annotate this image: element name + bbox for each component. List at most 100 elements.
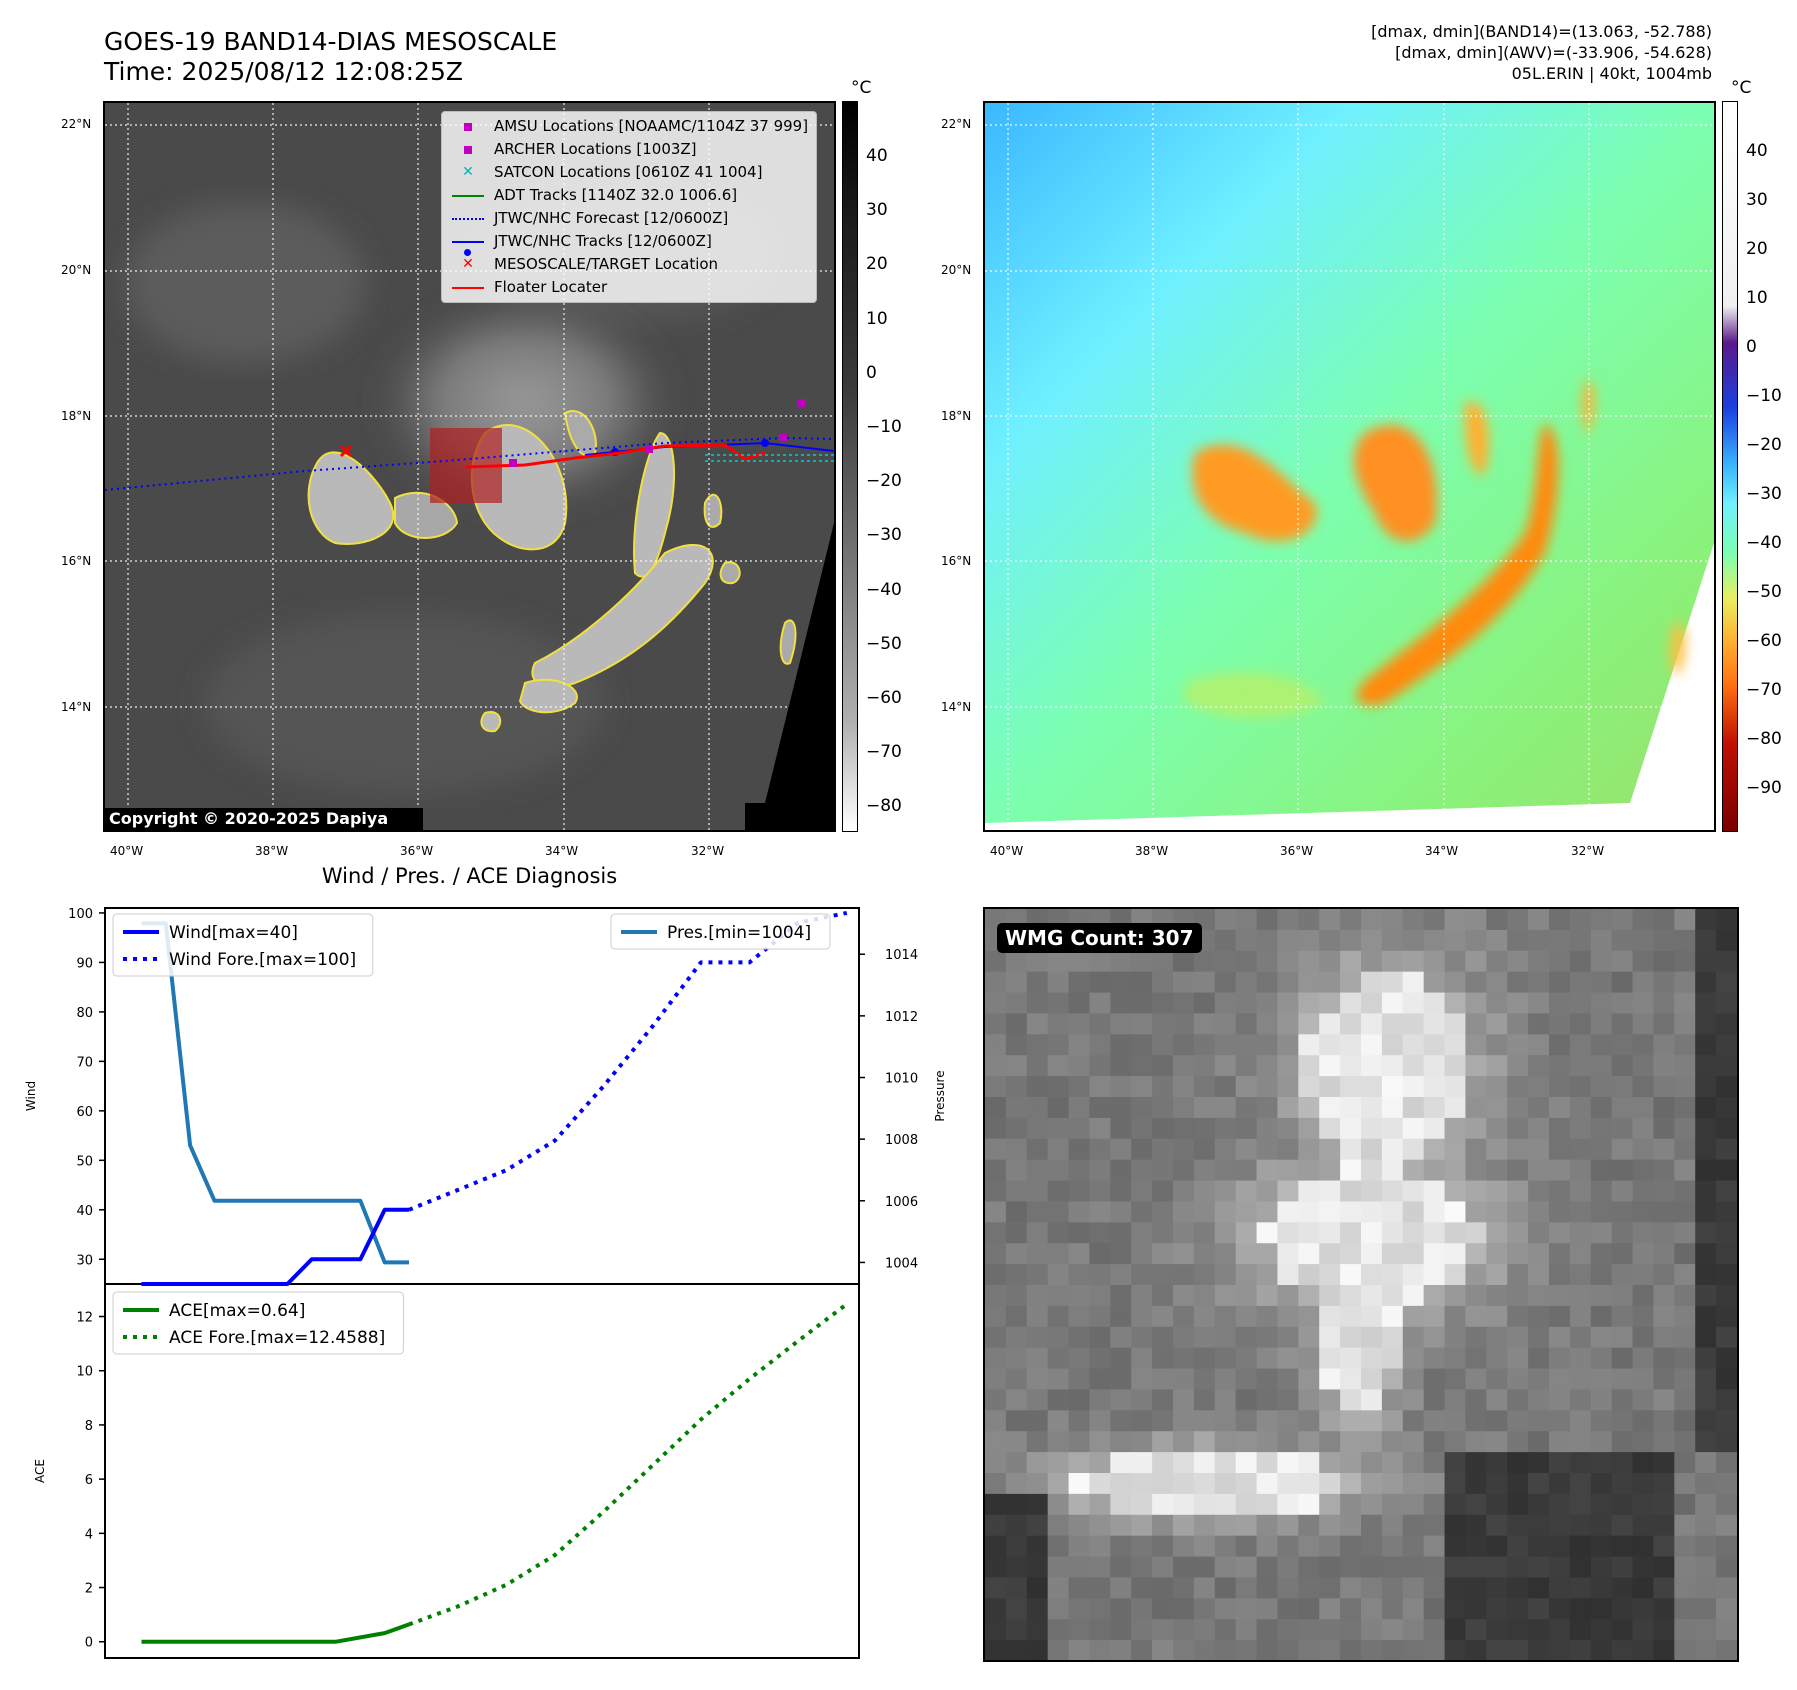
lat-tick-label: 18°N (941, 409, 972, 423)
legend-label: JTWC/NHC Tracks [12/0600Z] (494, 232, 712, 250)
pressure-tick-label: 1012 (885, 1010, 918, 1025)
square-marker-icon (450, 145, 486, 154)
colorbar-tick-label: 10 (1746, 288, 1768, 308)
ace-legend (112, 1291, 404, 1355)
colorbar-tick-label: −10 (866, 417, 902, 437)
legend-item-archer: ARCHER Locations [1003Z] (450, 138, 808, 161)
colorbar-tick-label: 20 (1746, 239, 1768, 259)
pressure-tick-label: 1014 (885, 948, 918, 963)
pressure-line (141, 921, 409, 1265)
colorbar-tick-label: 0 (866, 362, 877, 383)
wmg-count-label: WMG Count: 307 (997, 923, 1202, 953)
wind-tick-label: 100 (68, 907, 93, 922)
ir-colorbar (842, 101, 858, 832)
line-icon (450, 286, 486, 289)
awv-range: [dmax, dmin](AWV)=(-33.906, -54.628) (1395, 43, 1712, 62)
wmg-image (985, 909, 1737, 1660)
pressure-tick-label: 1008 (885, 1133, 918, 1148)
colorbar-tick-label: 0 (1746, 337, 1757, 357)
copyright-label: Copyright © 2020-2025 Dapiya (109, 809, 389, 828)
diagnosis-title: Wind / Pres. / ACE Diagnosis (321, 864, 618, 888)
colorbar-tick-label: −10 (1746, 386, 1782, 406)
ace-tick-label: 6 (85, 1473, 93, 1488)
ace-axes (104, 1283, 860, 1659)
colorbar-tick-label: −30 (1746, 484, 1782, 504)
wind-tick-label: 30 (76, 1253, 93, 1268)
ace-axis-label: ACE (33, 1459, 47, 1483)
legend-item-tracks: JTWC/NHC Tracks [12/0600Z] (450, 230, 808, 256)
legend-label: Wind[max=40] (169, 923, 298, 943)
legend-item-adt: ADT Tracks [1140Z 32.0 1006.6] (450, 184, 808, 207)
lon-tick-label: 40°W (990, 844, 1024, 858)
x-marker-icon: ✕ (462, 256, 474, 272)
colorbar-tick-label: 40 (1746, 141, 1768, 161)
colorbar-tick-label: −40 (1746, 533, 1782, 553)
colorbar-tick-label: 40 (866, 146, 888, 166)
ace-line (141, 1622, 410, 1644)
colorbar-tick-label: −90 (1746, 778, 1782, 798)
colorbar-tick-label: −20 (1746, 435, 1782, 455)
colorbar-tick-label: 10 (866, 308, 888, 329)
wind-tick-label: 60 (76, 1105, 93, 1120)
ir-legend: AMSU Locations [NOAAMC/1104Z 37 999] ARC… (441, 111, 818, 303)
lon-tick-label: 38°W (1135, 844, 1169, 858)
wmg-panel: WMG Count: 307 (983, 907, 1739, 1662)
legend-item-amsu: AMSU Locations [NOAAMC/1104Z 37 999] (450, 115, 808, 138)
lat-tick-label: 20°N (941, 263, 972, 277)
pressure-axis-label: Pressure (933, 1070, 947, 1121)
colorbar-tick-label: −70 (1746, 680, 1782, 700)
wind-tick-label: 90 (76, 956, 93, 971)
wind-forecast-line (408, 910, 848, 1212)
lat-tick-label: 20°N (61, 263, 92, 277)
legend-label: Wind Fore.[max=100] (169, 950, 356, 970)
legend-label: Pres.[min=1004] (667, 923, 811, 943)
ace-tick-label: 2 (85, 1582, 93, 1597)
wv-map-panel (983, 101, 1716, 832)
lat-tick-label: 14°N (941, 700, 972, 714)
ir-colorbar-unit: °C (851, 78, 872, 98)
diagnosis-chart: 3040506070809010010041006100810101012101… (24, 907, 947, 1659)
legend-label: SATCON Locations [0610Z 41 1004] (494, 163, 763, 181)
colorbar-tick-label: −60 (866, 688, 902, 708)
lon-tick-label: 40°W (110, 844, 144, 858)
legend-label: ACE[max=0.64] (169, 1301, 305, 1321)
wv-colorbar (1722, 101, 1738, 832)
wv-colorbar-unit: °C (1731, 78, 1752, 98)
legend-label: ACE Fore.[max=12.4588] (169, 1328, 385, 1348)
chart-title: GOES-19 BAND14-DIAS MESOSCALE (104, 27, 558, 56)
wind-tick-label: 40 (76, 1204, 93, 1219)
colorbar-tick-label: 30 (1746, 190, 1768, 210)
wv-map-image (985, 103, 1714, 830)
lat-tick-label: 16°N (61, 554, 92, 568)
colorbar-tick-label: −50 (1746, 582, 1782, 602)
ir-map-panel: Copyright © 2020-2025 Dapiya AMSU Locati… (103, 101, 836, 832)
ace-tick-label: 12 (76, 1311, 93, 1326)
line-icon (450, 194, 486, 197)
line-dot-icon (450, 240, 486, 256)
colorbar-tick-label: −30 (866, 525, 902, 546)
colorbar-tick-label: −60 (1746, 631, 1782, 651)
lat-tick-label: 18°N (61, 409, 92, 423)
chart-timestamp: Time: 2025/08/12 12:08:25Z (104, 57, 463, 86)
lon-tick-label: 38°W (255, 844, 289, 858)
wind-tick-label: 80 (76, 1006, 93, 1021)
legend-item-satcon: ✕ SATCON Locations [0610Z 41 1004] (450, 161, 808, 184)
lon-tick-label: 32°W (691, 844, 725, 858)
lon-tick-label: 32°W (1571, 844, 1605, 858)
ace-forecast-line (408, 1302, 849, 1627)
lat-tick-label: 22°N (61, 117, 92, 131)
pressure-tick-label: 1006 (885, 1195, 918, 1210)
legend-label: JTWC/NHC Forecast [12/0600Z] (494, 209, 729, 227)
colorbar-tick-label: −70 (866, 742, 902, 763)
colorbar-tick-label: 30 (866, 200, 888, 221)
lat-tick-label: 14°N (61, 700, 92, 714)
lon-tick-label: 36°W (1280, 844, 1314, 858)
legend-label: Floater Locater (494, 278, 608, 296)
storm-info: 05L.ERIN | 40kt, 1004mb (1511, 64, 1712, 83)
lon-tick-label: 36°W (400, 844, 434, 858)
colorbar-tick-label: −40 (866, 579, 902, 600)
wind-tick-label: 50 (76, 1154, 93, 1169)
legend-label: MESOSCALE/TARGET Location (494, 255, 719, 273)
ace-tick-label: 8 (85, 1419, 93, 1434)
legend-item-floater: Floater Locater (450, 276, 808, 299)
